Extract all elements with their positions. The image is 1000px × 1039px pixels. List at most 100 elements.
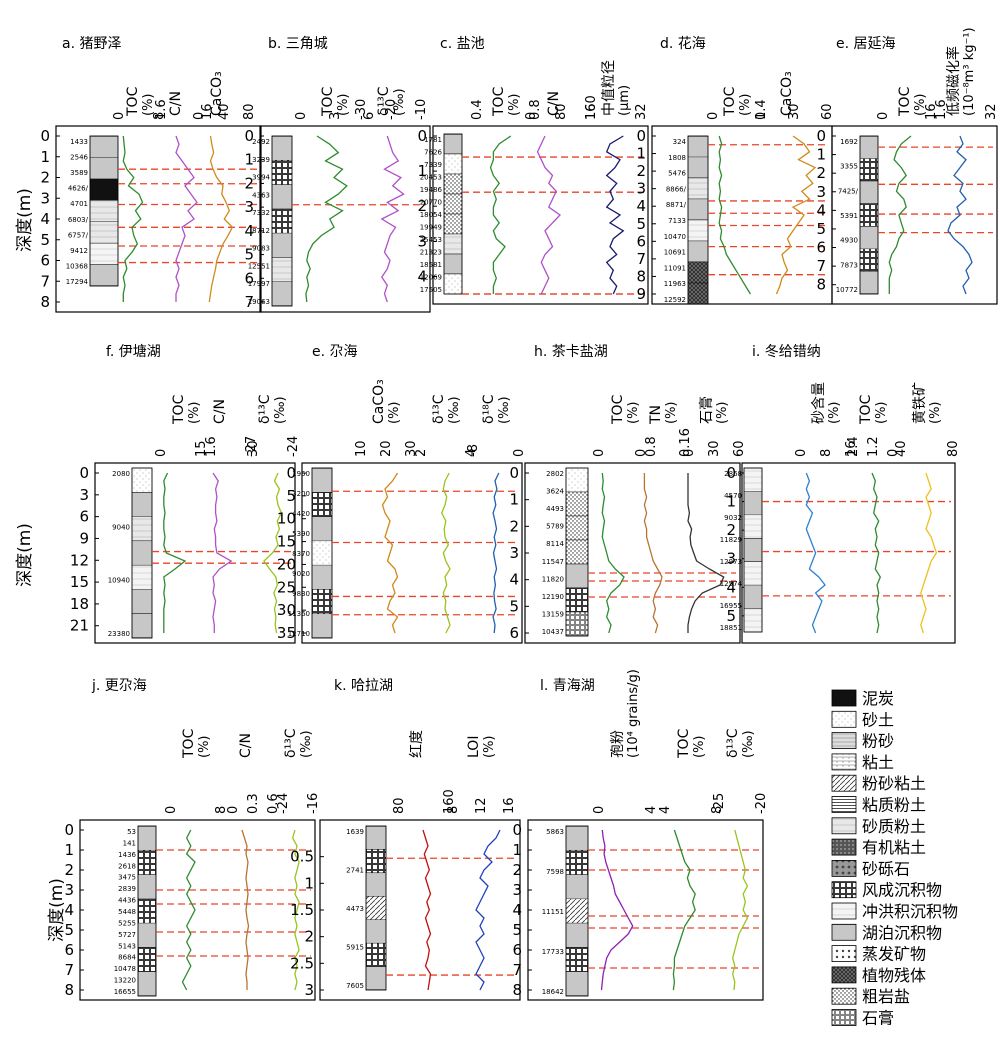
legend-label: 泥炭 xyxy=(862,689,894,708)
age-label: 2080 xyxy=(112,470,130,478)
series-tick-label: 0.3 xyxy=(246,793,261,814)
series-unit-label: (%) xyxy=(197,736,212,759)
age-label: 8866/ xyxy=(666,185,687,193)
series-line-CaCO₃ xyxy=(381,472,399,634)
series-line-TOC xyxy=(718,135,751,295)
age-label: 5255 xyxy=(118,919,136,927)
series-tick-label: 16 xyxy=(502,797,517,814)
series-tick-label: -8 xyxy=(466,444,481,457)
lithology-layer xyxy=(311,467,333,493)
panel-g: e. 尕海05101520253035195032004420539083709… xyxy=(277,344,527,644)
series-tick-label: 4 xyxy=(464,449,479,457)
age-label: 8712 xyxy=(252,227,270,235)
lithology-layer xyxy=(311,492,333,517)
series-unit-label: (%) xyxy=(387,402,402,425)
series-line-C/N xyxy=(536,135,561,295)
lithology-column xyxy=(311,467,333,639)
lithology-layer xyxy=(687,261,709,284)
series-name-label: δ¹³C xyxy=(283,728,299,758)
lithology-layer xyxy=(687,135,709,158)
series-name-label: 石膏 xyxy=(698,396,715,424)
y-tick-label: 1 xyxy=(636,145,646,163)
y-tick-label: 8 xyxy=(64,981,74,999)
series-tick-label: -30 xyxy=(354,99,369,120)
age-label: 7133 xyxy=(668,217,686,225)
lithology-layer xyxy=(443,213,463,235)
series-name-label: CaCO₃ xyxy=(779,71,795,116)
series-line-TOC xyxy=(163,472,187,633)
series-name-label: C/N xyxy=(212,399,228,424)
series-tick-label: 0 xyxy=(524,112,539,120)
series-tick-label: 60 xyxy=(732,440,747,457)
y-tick-label: 5 xyxy=(244,246,254,264)
series-line-δ¹³C xyxy=(440,472,451,634)
series-unit-label: (%) xyxy=(482,736,497,759)
series-tick-label: 2.4 xyxy=(846,436,861,457)
y-tick-label: 6 xyxy=(64,941,74,959)
y-tick-label: 5 xyxy=(816,220,826,238)
series-tick-label: 0.6 xyxy=(266,793,281,814)
lithology-column xyxy=(687,135,709,305)
lithology-layer xyxy=(137,850,157,875)
y-tick-label: 1 xyxy=(40,148,50,166)
series-tick-label: 20 xyxy=(379,440,394,457)
lithology-layer xyxy=(271,257,293,282)
series-line-TN xyxy=(643,473,663,634)
lithology-layer xyxy=(859,158,879,182)
y-tick-label: 4 xyxy=(512,901,522,919)
age-label: 2741 xyxy=(346,867,364,875)
y-tick-label: 3 xyxy=(509,544,519,562)
age-label: 9032 xyxy=(724,514,742,522)
age-label: 2802 xyxy=(546,470,564,478)
lithology-layer xyxy=(565,850,589,875)
series-line-中值粒径 xyxy=(605,135,625,295)
panel-title: e. 尕海 xyxy=(312,344,358,360)
lithology-column xyxy=(131,467,153,639)
series-tick-label: 0 xyxy=(592,449,607,457)
lithology-layer xyxy=(89,200,119,222)
panel-title: l. 青海湖 xyxy=(540,678,595,694)
lithology-layer xyxy=(89,221,119,244)
y-tick-label: 8 xyxy=(816,276,826,294)
lithology-layer xyxy=(131,516,153,542)
series-tick-label: 160 xyxy=(442,789,457,814)
lithology-column xyxy=(365,825,387,991)
series-name-label: 黄铁矿 xyxy=(911,382,928,424)
lithology-layer xyxy=(743,514,763,539)
y-tick-label: 4 xyxy=(726,578,736,596)
series-name-label: 砂含量 xyxy=(811,382,827,424)
legend-label: 粘质粉土 xyxy=(862,796,926,815)
panel-frame xyxy=(94,462,296,644)
y-tick-label: 7 xyxy=(40,272,50,290)
series-tick-label: 1.4 xyxy=(754,99,769,120)
lithology-layer xyxy=(565,922,589,948)
series-tick-label: 3 xyxy=(328,112,343,120)
age-label: 5143 xyxy=(118,942,136,950)
series-tick-label: 80 xyxy=(242,103,257,120)
y-tick-label: 0 xyxy=(636,127,646,145)
age-label: 3589 xyxy=(70,169,88,177)
y-tick-label: 10 xyxy=(277,510,296,528)
y-tick-label: 30 xyxy=(277,601,296,619)
series-line-δ¹³C xyxy=(292,829,300,991)
lithology-layer xyxy=(743,538,763,562)
legend-label: 粗岩盐 xyxy=(862,987,910,1006)
y-tick-label: 0 xyxy=(512,821,522,839)
y-tick-label: 1.5 xyxy=(290,901,314,919)
lithology-layer xyxy=(443,233,463,255)
series-tick-label: 10 xyxy=(354,440,369,457)
age-label: 7605 xyxy=(346,982,364,990)
series-line-石膏 xyxy=(687,473,725,633)
series-tick-label: 0 xyxy=(634,449,649,457)
series-name-label: TOC xyxy=(491,86,507,117)
series-tick-label: 4 xyxy=(658,806,673,814)
age-label: 7339 xyxy=(424,161,442,169)
series-tick-label: -24 xyxy=(276,793,291,814)
lithology-layer xyxy=(565,539,589,565)
series-tick-label: 1.6 xyxy=(154,99,169,120)
age-label: 12551 xyxy=(248,262,270,270)
lithology-layer xyxy=(131,492,153,517)
series-unit-label: (%) xyxy=(141,94,156,117)
lithology-layer xyxy=(859,226,879,250)
series-tick-label: 0 xyxy=(706,112,721,120)
